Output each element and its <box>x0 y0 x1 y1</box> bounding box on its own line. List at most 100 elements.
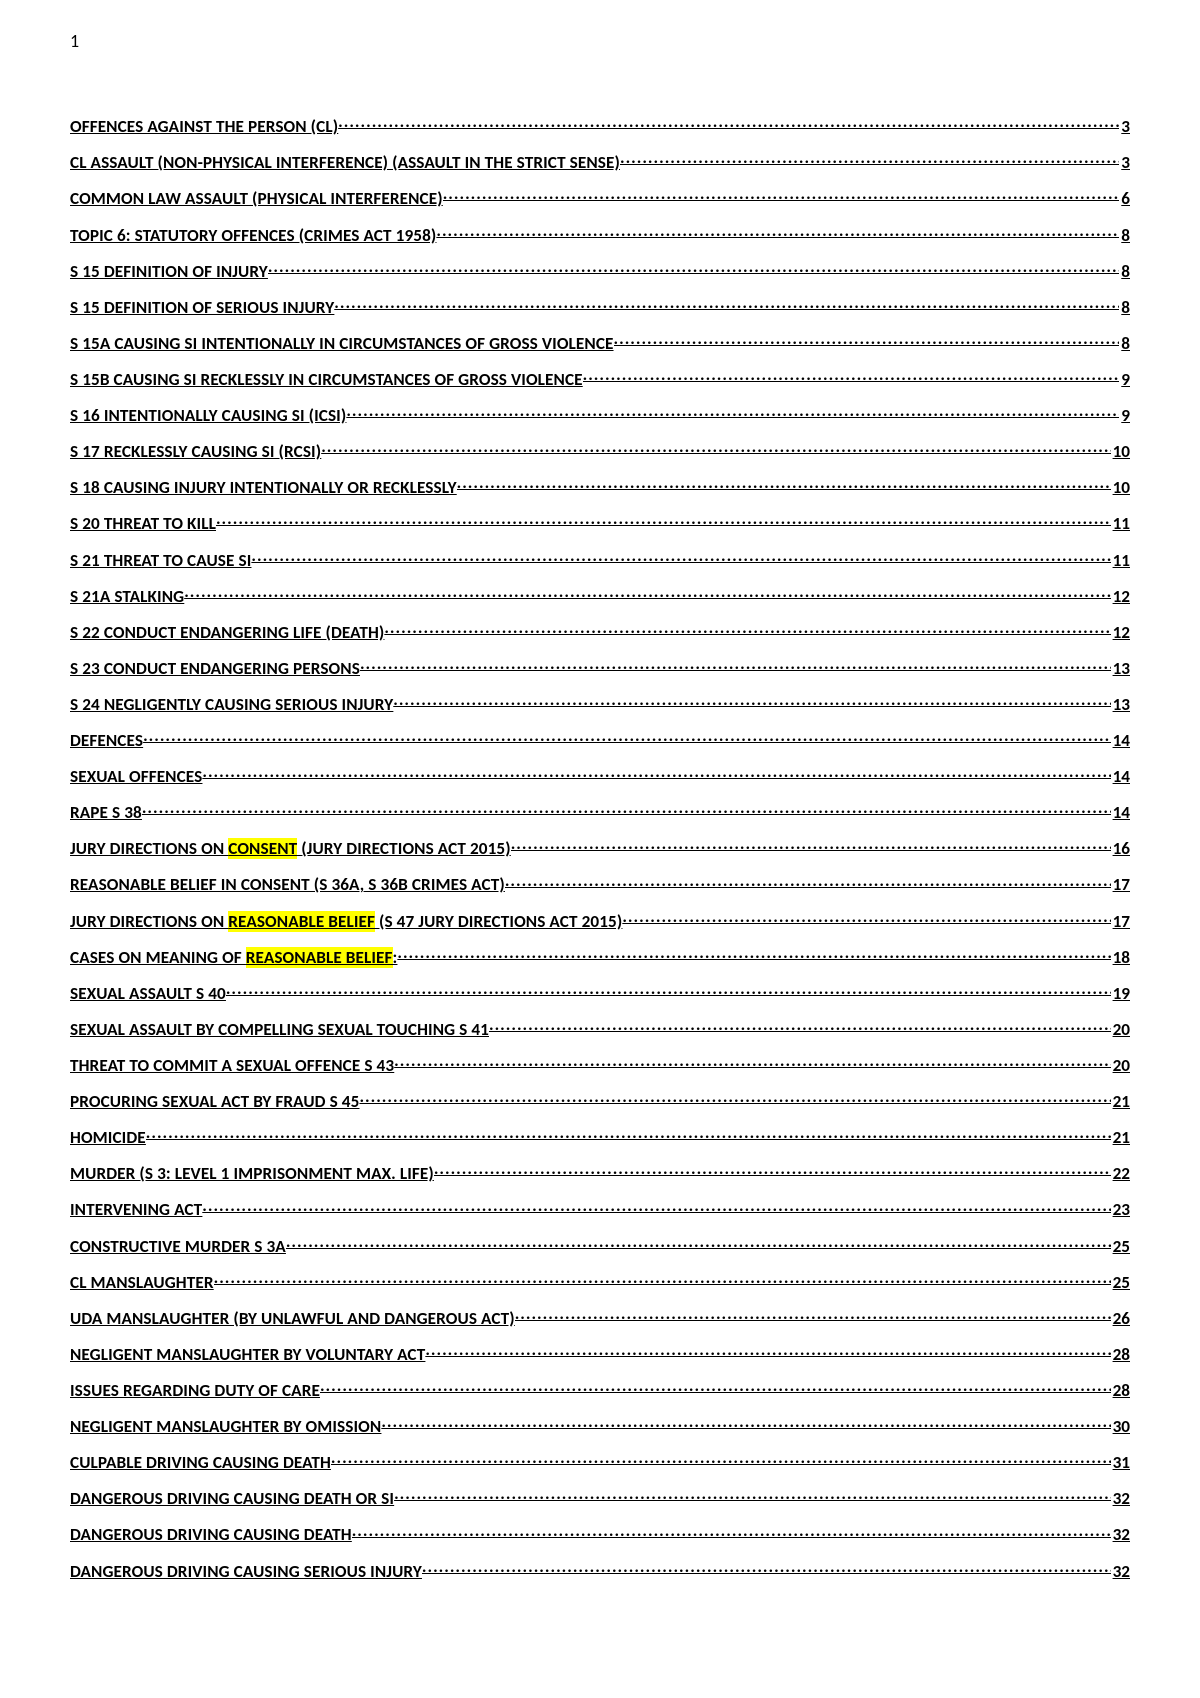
toc-entry[interactable]: S 18 CAUSING INJURY INTENTIONALLY OR REC… <box>70 476 1130 498</box>
toc-entry-page: 32 <box>1111 1563 1130 1582</box>
toc-entry[interactable]: DANGEROUS DRIVING CAUSING DEATH OR SI32 <box>70 1487 1130 1509</box>
toc-title-part: OFFENCES AGAINST THE PERSON (CL) <box>70 116 338 137</box>
toc-leader-dots <box>393 693 1110 710</box>
toc-entry-page: 14 <box>1111 804 1130 823</box>
toc-entry-page: 21 <box>1111 1129 1130 1148</box>
toc-entry-title: S 15A CAUSING SI INTENTIONALLY IN CIRCUM… <box>70 335 614 354</box>
toc-entry-title: JURY DIRECTIONS ON REASONABLE BELIEF (S … <box>70 913 622 932</box>
toc-entry[interactable]: JURY DIRECTIONS ON CONSENT (JURY DIRECTI… <box>70 837 1130 859</box>
toc-entry-title: CONSTRUCTIVE MURDER S 3A <box>70 1238 286 1257</box>
toc-entry[interactable]: S 24 NEGLIGENTLY CAUSING SERIOUS INJURY1… <box>70 693 1130 715</box>
toc-entry[interactable]: THREAT TO COMMIT A SEXUAL OFFENCE S 4320 <box>70 1054 1130 1076</box>
toc-entry-page: 22 <box>1111 1165 1130 1184</box>
toc-title-part: DEFENCES <box>70 730 143 751</box>
toc-leader-dots <box>321 440 1110 457</box>
toc-entry-title: SEXUAL ASSAULT BY COMPELLING SEXUAL TOUC… <box>70 1021 489 1040</box>
toc-entry[interactable]: NEGLIGENT MANSLAUGHTER BY OMISSION30 <box>70 1415 1130 1437</box>
toc-entry[interactable]: S 17 RECKLESSLY CAUSING SI (RCSI)10 <box>70 440 1130 462</box>
toc-leader-dots <box>346 404 1119 421</box>
toc-entry[interactable]: S 15A CAUSING SI INTENTIONALLY IN CIRCUM… <box>70 332 1130 354</box>
toc-entry[interactable]: COMMON LAW ASSAULT (PHYSICAL INTERFERENC… <box>70 187 1130 209</box>
toc-entry[interactable]: PROCURING SEXUAL ACT BY FRAUD S 4521 <box>70 1090 1130 1112</box>
toc-entry-page: 14 <box>1111 768 1130 787</box>
toc-leader-dots <box>202 1198 1110 1215</box>
toc-entry[interactable]: SEXUAL OFFENCES 14 <box>70 765 1130 787</box>
toc-entry-page: 9 <box>1119 371 1130 390</box>
toc-entry[interactable]: S 21A STALKING12 <box>70 584 1130 606</box>
toc-entry[interactable]: S 20 THREAT TO KILL11 <box>70 512 1130 534</box>
highlighted-text: CONSENT <box>228 838 297 859</box>
toc-entry[interactable]: CONSTRUCTIVE MURDER S 3A 25 <box>70 1234 1130 1256</box>
toc-entry[interactable]: ISSUES REGARDING DUTY OF CARE28 <box>70 1379 1130 1401</box>
toc-title-part: MURDER (S 3: LEVEL 1 IMPRISONMENT MAX. L… <box>70 1163 434 1184</box>
toc-entry-page: 25 <box>1111 1238 1130 1257</box>
toc-entry[interactable]: HOMICIDE 21 <box>70 1126 1130 1148</box>
toc-title-part: THREAT TO COMMIT A SEXUAL OFFENCE S 43 <box>70 1055 394 1076</box>
toc-entry[interactable]: S 23 CONDUCT ENDANGERING PERSONS13 <box>70 657 1130 679</box>
toc-entry[interactable]: UDA MANSLAUGHTER (BY UNLAWFUL AND DANGER… <box>70 1307 1130 1329</box>
toc-leader-dots <box>216 512 1111 529</box>
toc-title-part: S 17 RECKLESSLY CAUSING SI (RCSI) <box>70 441 321 462</box>
toc-leader-dots <box>146 1126 1111 1143</box>
toc-entry[interactable]: DEFENCES14 <box>70 729 1130 751</box>
toc-entry[interactable]: CULPABLE DRIVING CAUSING DEATH31 <box>70 1451 1130 1473</box>
toc-entry-page: 26 <box>1111 1310 1130 1329</box>
toc-entry[interactable]: S 21 THREAT TO CAUSE SI11 <box>70 548 1130 570</box>
toc-leader-dots <box>359 1090 1110 1107</box>
toc-leader-dots <box>143 729 1111 746</box>
toc-entry[interactable]: SEXUAL ASSAULT BY COMPELLING SEXUAL TOUC… <box>70 1018 1130 1040</box>
toc-entry-title: INTERVENING ACT <box>70 1201 202 1220</box>
toc-entry[interactable]: REASONABLE BELIEF IN CONSENT (S 36A, S 3… <box>70 873 1130 895</box>
toc-leader-dots <box>352 1523 1111 1540</box>
toc-title-part: S 15 DEFINITION OF INJURY <box>70 261 268 282</box>
highlighted-text: REASONABLE BELIEF <box>246 947 393 968</box>
toc-entry[interactable]: S 15 DEFINITION OF INJURY 8 <box>70 259 1130 281</box>
toc-entry-page: 17 <box>1111 876 1130 895</box>
toc-entry[interactable]: CL MANSLAUGHTER25 <box>70 1271 1130 1293</box>
toc-leader-dots <box>511 837 1111 854</box>
toc-title-part: CULPABLE DRIVING CAUSING DEATH <box>70 1452 331 1473</box>
toc-entry[interactable]: MURDER (S 3: LEVEL 1 IMPRISONMENT MAX. L… <box>70 1162 1130 1184</box>
toc-entry-title: MURDER (S 3: LEVEL 1 IMPRISONMENT MAX. L… <box>70 1165 434 1184</box>
toc-entry[interactable]: CASES ON MEANING OF REASONABLE BELIEF:18 <box>70 946 1130 968</box>
toc-entry[interactable]: S 16 INTENTIONALLY CAUSING SI (ICSI)9 <box>70 404 1130 426</box>
toc-entry[interactable]: DANGEROUS DRIVING CAUSING DEATH32 <box>70 1523 1130 1545</box>
toc-entry[interactable]: S 22 CONDUCT ENDANGERING LIFE (DEATH)12 <box>70 621 1130 643</box>
toc-leader-dots <box>394 1054 1110 1071</box>
toc-entry-page: 9 <box>1119 407 1130 426</box>
toc-leader-dots <box>360 657 1111 674</box>
toc-leader-dots <box>583 368 1120 385</box>
toc-title-part: HOMICIDE <box>70 1127 146 1148</box>
table-of-contents: OFFENCES AGAINST THE PERSON (CL) 3 CL ASSA… <box>70 115 1130 1581</box>
toc-title-part: JURY DIRECTIONS ON <box>70 838 228 859</box>
toc-entry-page: 18 <box>1111 949 1130 968</box>
toc-entry[interactable]: OFFENCES AGAINST THE PERSON (CL) 3 <box>70 115 1130 137</box>
toc-entry[interactable]: TOPIC 6: STATUTORY OFFENCES (CRIMES ACT … <box>70 223 1130 245</box>
toc-entry[interactable]: DANGEROUS DRIVING CAUSING SERIOUS INJURY… <box>70 1559 1130 1581</box>
page-number: 1 <box>70 30 79 52</box>
highlighted-text: REASONABLE BELIEF <box>228 911 375 932</box>
toc-entry[interactable]: SEXUAL ASSAULT S 4019 <box>70 982 1130 1004</box>
toc-entry[interactable]: JURY DIRECTIONS ON REASONABLE BELIEF (S … <box>70 909 1130 931</box>
toc-leader-dots <box>184 584 1110 601</box>
toc-entry[interactable]: S 15B CAUSING SI RECKLESSLY IN CIRCUMSTA… <box>70 368 1130 390</box>
toc-entry-page: 8 <box>1119 263 1130 282</box>
toc-entry-page: 11 <box>1111 515 1130 534</box>
toc-entry-page: 16 <box>1111 840 1130 859</box>
toc-entry-page: 3 <box>1119 118 1130 137</box>
toc-title-part: S 21 THREAT TO CAUSE SI <box>70 550 251 571</box>
toc-entry[interactable]: RAPE S 3814 <box>70 801 1130 823</box>
toc-entry[interactable]: INTERVENING ACT23 <box>70 1198 1130 1220</box>
toc-entry[interactable]: NEGLIGENT MANSLAUGHTER BY VOLUNTARY ACT2… <box>70 1343 1130 1365</box>
toc-title-part: SEXUAL ASSAULT S 40 <box>70 983 226 1004</box>
toc-entry[interactable]: S 15 DEFINITION OF SERIOUS INJURY8 <box>70 296 1130 318</box>
toc-title-part: S 15A CAUSING SI INTENTIONALLY IN CIRCUM… <box>70 333 614 354</box>
toc-entry-title: SEXUAL OFFENCES <box>70 768 202 787</box>
toc-title-part: INTERVENING ACT <box>70 1199 202 1220</box>
toc-entry[interactable]: CL ASSAULT (NON-PHYSICAL INTERFERENCE) (… <box>70 151 1130 173</box>
toc-title-part: CASES ON MEANING OF <box>70 947 246 968</box>
toc-title-part: S 18 CAUSING INJURY INTENTIONALLY OR REC… <box>70 477 457 498</box>
toc-title-part: DANGEROUS DRIVING CAUSING DEATH <box>70 1524 352 1545</box>
toc-title-part: COMMON LAW ASSAULT (PHYSICAL INTERFERENC… <box>70 188 443 209</box>
toc-title-part: S 21A STALKING <box>70 586 184 607</box>
